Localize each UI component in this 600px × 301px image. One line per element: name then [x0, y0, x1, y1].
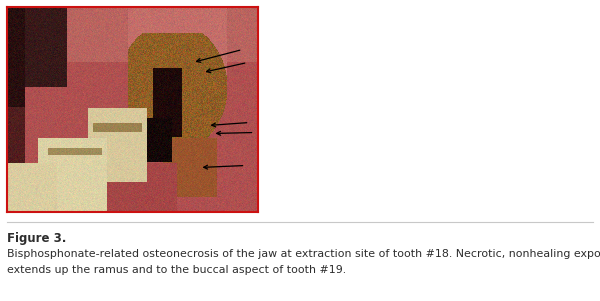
Text: Bisphosphonate-related osteonecrosis of the jaw at extraction site of tooth #18.: Bisphosphonate-related osteonecrosis of … — [7, 249, 600, 259]
Text: extends up the ramus and to the buccal aspect of tooth #19.: extends up the ramus and to the buccal a… — [7, 265, 346, 275]
Text: Figure 3.: Figure 3. — [7, 232, 67, 245]
